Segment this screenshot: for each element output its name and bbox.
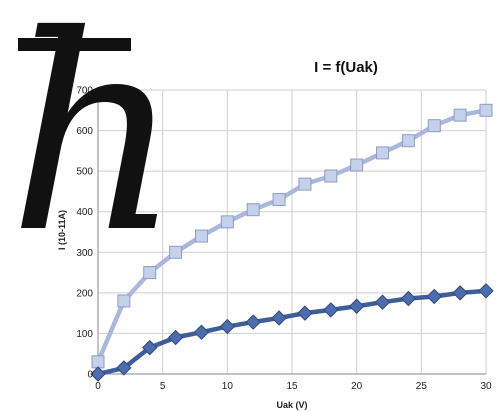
series-1-point xyxy=(117,294,131,308)
logo-bar-stroke xyxy=(18,38,131,51)
series-1-point xyxy=(324,169,338,183)
series-2-point xyxy=(116,360,132,376)
series-2-point xyxy=(426,288,442,305)
y-tick-label: 100 xyxy=(76,329,93,340)
chart-axes xyxy=(97,90,486,375)
x-tick-label: 20 xyxy=(351,381,363,392)
series-2-point xyxy=(400,290,417,307)
x-tick-label: 25 xyxy=(416,381,428,392)
y-tick-label: 600 xyxy=(76,126,93,137)
series-1-point xyxy=(376,146,390,160)
series-1-line xyxy=(95,108,489,365)
series-2-point xyxy=(348,298,365,314)
series-2-point xyxy=(323,302,339,318)
chart-ticks: 0 100 200 300 400 500 600 700 0 5 10 15 20 25 30 xyxy=(76,86,492,393)
series-1-point xyxy=(427,119,441,133)
x-tick-label: 15 xyxy=(286,381,298,392)
series-2-point xyxy=(167,329,184,346)
series-1-point xyxy=(194,229,208,243)
series-2-point xyxy=(142,339,158,356)
series-2-point xyxy=(90,366,106,382)
series-1-point xyxy=(350,158,364,172)
series-2-point xyxy=(271,310,287,326)
series-1-point xyxy=(479,103,493,117)
series-1-point xyxy=(169,245,183,259)
x-tick-label: 5 xyxy=(160,381,166,392)
series-1-point xyxy=(143,266,157,280)
series-2-point xyxy=(374,294,391,310)
x-axis-label: Uak (V) xyxy=(276,400,307,410)
y-tick-label: 500 xyxy=(76,167,93,178)
y-tick-label: 200 xyxy=(76,288,93,299)
series-1-point xyxy=(91,355,105,369)
x-tick-label: 0 xyxy=(95,381,101,392)
y-tick-label: 300 xyxy=(76,248,93,259)
series-1-point xyxy=(246,203,260,217)
series-1-point xyxy=(401,134,415,148)
series-2-point xyxy=(297,305,313,321)
series-2-point xyxy=(193,324,210,340)
planck-constant-h-bar-logo: h xyxy=(8,0,182,292)
y-tick-label: 700 xyxy=(76,86,93,97)
series-1-point xyxy=(272,193,286,207)
y-tick-label: 0 xyxy=(87,370,93,381)
series-2-point xyxy=(452,285,468,301)
chart-series xyxy=(90,103,494,382)
y-tick-label: 400 xyxy=(76,207,93,218)
series-1-point xyxy=(220,215,234,229)
series-2-line xyxy=(95,288,489,377)
series-2-point xyxy=(219,318,236,335)
series-1-point xyxy=(298,177,312,191)
series-1-point xyxy=(453,108,467,122)
x-tick-label: 10 xyxy=(222,381,234,392)
series-2-point xyxy=(245,314,261,330)
x-tick-label: 30 xyxy=(480,381,492,392)
series-2-point xyxy=(478,283,494,299)
y-axis-label: I (10-11A) xyxy=(57,210,67,250)
chart-grid xyxy=(97,89,487,375)
chart-title: I = f(Uak) xyxy=(314,59,378,76)
